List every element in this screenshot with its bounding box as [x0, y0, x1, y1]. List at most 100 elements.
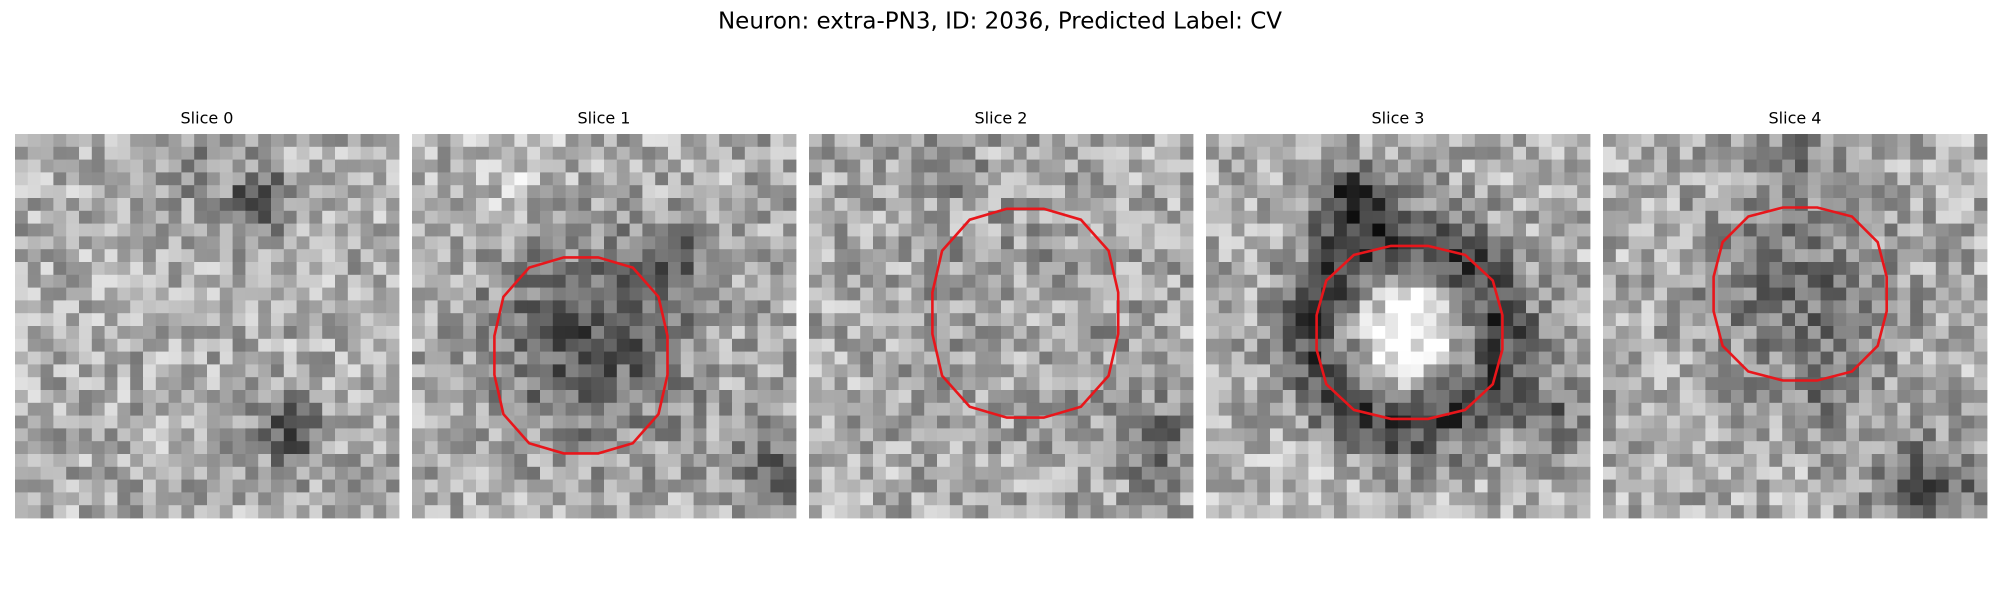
pixel [1603, 198, 1617, 212]
pixel [1603, 249, 1617, 263]
pixel [15, 479, 29, 493]
pixel [412, 492, 426, 506]
pixel [1871, 223, 1885, 237]
pixel [860, 364, 874, 378]
pixel [1167, 210, 1181, 224]
pixel [437, 236, 451, 250]
pixel [1410, 210, 1424, 224]
pixel [1897, 185, 1911, 199]
pixel [181, 377, 195, 391]
pixel [245, 249, 259, 263]
pixel [424, 390, 438, 404]
pixel [1052, 185, 1066, 199]
pixel [386, 390, 400, 404]
pixel [1039, 313, 1053, 327]
pixel [1961, 159, 1975, 173]
pixel [1538, 223, 1552, 237]
pixel [27, 287, 41, 301]
pixel [1654, 479, 1668, 493]
pixel [143, 262, 157, 276]
pixel [1231, 492, 1245, 506]
pixel [1923, 313, 1937, 327]
pixel [1859, 441, 1873, 455]
pixel [1641, 274, 1655, 288]
pixel [527, 313, 541, 327]
pixel [386, 249, 400, 263]
pixel [1731, 479, 1745, 493]
pixel [1641, 134, 1655, 148]
pixel [604, 479, 618, 493]
pixel [1231, 428, 1245, 442]
pixel [1308, 146, 1322, 160]
pixel [347, 415, 361, 429]
pixel [668, 210, 682, 224]
pixel [1513, 134, 1527, 148]
pixel [1423, 364, 1437, 378]
pixel [1001, 466, 1015, 480]
pixel [514, 390, 528, 404]
pixel [219, 223, 233, 237]
pixel [1846, 223, 1860, 237]
pixel [168, 326, 182, 340]
pixel [1359, 492, 1373, 506]
pixel [1846, 454, 1860, 468]
pixel [117, 210, 131, 224]
pixel [1961, 454, 1975, 468]
pixel [962, 287, 976, 301]
pixel [66, 313, 80, 327]
pixel [783, 300, 797, 314]
pixel [412, 454, 426, 468]
pixel [1039, 159, 1053, 173]
pixel [552, 326, 566, 340]
pixel [1090, 300, 1104, 314]
pixel [1871, 185, 1885, 199]
pixel [732, 415, 746, 429]
pixel [1948, 492, 1962, 506]
pixel [540, 338, 554, 352]
pixel [437, 492, 451, 506]
pixel [232, 134, 246, 148]
pixel [1692, 466, 1706, 480]
pixel [873, 300, 887, 314]
pixel [1615, 223, 1629, 237]
pixel [821, 505, 835, 519]
pixel [1833, 428, 1847, 442]
pixel [962, 159, 976, 173]
pixel [53, 313, 67, 327]
pixel [642, 172, 656, 186]
pixel [1718, 210, 1732, 224]
pixel [1346, 313, 1360, 327]
pixel [1244, 146, 1258, 160]
pixel [1398, 415, 1412, 429]
pixel [1974, 390, 1988, 404]
pixel [1692, 479, 1706, 493]
pixel [1923, 146, 1937, 160]
pixel [1244, 505, 1258, 519]
pixel [1462, 274, 1476, 288]
pixel [1231, 287, 1245, 301]
pixel [1449, 441, 1463, 455]
pixel [732, 210, 746, 224]
pixel [565, 159, 579, 173]
pixel [1218, 377, 1232, 391]
pixel [360, 210, 374, 224]
pixel [450, 338, 464, 352]
pixel [1231, 223, 1245, 237]
pixel [527, 479, 541, 493]
pixel [245, 428, 259, 442]
pixel [1295, 338, 1309, 352]
pixel [1769, 134, 1783, 148]
pixel [1436, 377, 1450, 391]
pixel [1346, 262, 1360, 276]
pixel [1513, 210, 1527, 224]
pixel [1103, 159, 1117, 173]
pixel [514, 287, 528, 301]
pixel [386, 466, 400, 480]
pixel [655, 236, 669, 250]
pixel [1167, 274, 1181, 288]
pixel [1603, 210, 1617, 224]
pixel [181, 159, 195, 173]
pixel [1846, 172, 1860, 186]
pixel [757, 274, 771, 288]
pixel [1513, 236, 1527, 250]
